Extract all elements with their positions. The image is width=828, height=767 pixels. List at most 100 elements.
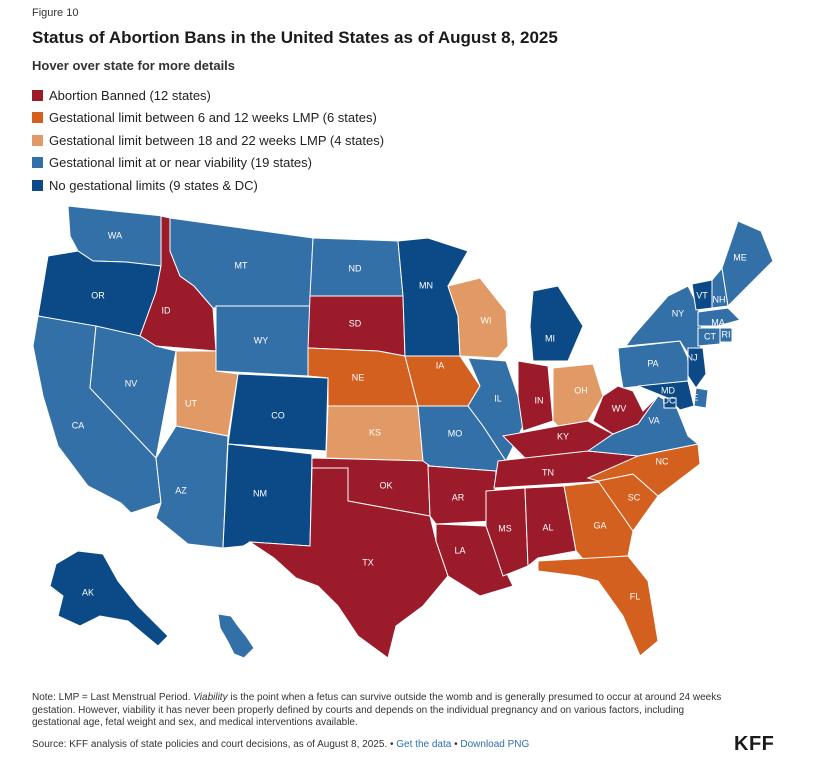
state-label-wa: WA xyxy=(108,230,122,240)
state-ri[interactable]: RI xyxy=(719,327,733,343)
legend-swatch-limit-6-12 xyxy=(32,112,43,124)
state-ct[interactable]: CT xyxy=(697,327,721,347)
state-label-nc: NC xyxy=(656,456,669,466)
download-png-link[interactable]: Download PNG xyxy=(460,739,530,750)
state-label-il: IL xyxy=(494,393,502,403)
legend-label-viability: Gestational limit at or near viability (… xyxy=(49,155,312,171)
state-shape-wi[interactable] xyxy=(447,277,509,359)
state-label-nv: NV xyxy=(125,378,138,388)
source: Source: KFF analysis of state policies a… xyxy=(32,739,529,750)
state-tx[interactable]: TX xyxy=(248,467,449,659)
state-shape-ct[interactable] xyxy=(697,327,721,347)
state-wy[interactable]: WY xyxy=(215,305,311,377)
state-label-mt: MT xyxy=(235,260,248,270)
state-label-id: ID xyxy=(162,305,172,315)
state-mi[interactable]: MI xyxy=(529,285,584,362)
state-me[interactable]: ME xyxy=(721,220,774,308)
figure-label: Figure 10 xyxy=(32,7,79,19)
legend-swatch-banned xyxy=(32,89,43,101)
state-shape-mi[interactable] xyxy=(529,285,584,362)
legend-item-limit-6-12[interactable]: Gestational limit between 6 and 12 weeks… xyxy=(32,107,384,130)
legend-item-limit-18-22[interactable]: Gestational limit between 18 and 22 week… xyxy=(32,129,384,152)
state-hi[interactable]: HI xyxy=(217,613,271,659)
state-ma[interactable]: MA xyxy=(697,307,741,327)
us-map: WA OR CA ID NV AZ UT MT WY CO NM ND SD NE KS OK TX MN IA MO… xyxy=(28,196,798,666)
state-label-ok: OK xyxy=(379,480,392,490)
note: Note: LMP = Last Menstrual Period. Viabi… xyxy=(32,692,732,730)
state-shape-me[interactable] xyxy=(721,220,774,308)
state-md[interactable]: MD xyxy=(637,380,695,411)
legend-label-limit-18-22: Gestational limit between 18 and 22 week… xyxy=(49,132,385,148)
state-shape-nm[interactable] xyxy=(222,443,313,549)
state-label-ms: MS xyxy=(498,523,512,533)
state-label-wi: WI xyxy=(481,315,492,325)
state-nj[interactable]: NJ xyxy=(687,347,707,389)
state-shape-ak[interactable] xyxy=(49,550,169,647)
state-dc[interactable]: DC xyxy=(663,395,677,409)
kff-logo: KFF xyxy=(734,733,775,755)
state-label-vt: VT xyxy=(696,290,708,300)
state-nd[interactable]: ND xyxy=(309,237,404,297)
state-label-tn: TN xyxy=(542,467,554,477)
state-label-me: ME xyxy=(733,252,747,262)
state-label-ut: UT xyxy=(185,398,197,408)
state-label-hi: HI xyxy=(262,645,271,655)
legend-label-no-limit: No gestational limits (9 states & DC) xyxy=(49,177,258,193)
legend-swatch-limit-18-22 xyxy=(32,134,43,146)
state-az[interactable]: AZ xyxy=(155,425,229,549)
state-label-az: AZ xyxy=(175,485,187,495)
note-prefix: Note: LMP = Last Menstrual Period. xyxy=(32,692,194,703)
state-label-wv: WV xyxy=(612,403,627,413)
state-label-ky: KY xyxy=(557,431,569,441)
state-shape-ar[interactable] xyxy=(427,465,497,525)
state-in[interactable]: IN xyxy=(517,360,554,432)
state-vt[interactable]: VT xyxy=(691,279,713,311)
state-co[interactable]: CO xyxy=(227,373,329,452)
get-data-link[interactable]: Get the data xyxy=(396,739,452,750)
state-shape-dc[interactable] xyxy=(663,397,677,409)
state-ia[interactable]: IA xyxy=(404,355,481,407)
us-map-svg: WA OR CA ID NV AZ UT MT WY CO NM ND SD NE KS OK TX MN IA MO… xyxy=(32,205,774,659)
state-label-ny: NY xyxy=(672,308,685,318)
state-label-mo: MO xyxy=(448,428,463,438)
state-pa[interactable]: PA xyxy=(617,340,689,389)
state-shape-tx[interactable] xyxy=(248,467,449,659)
state-shape-hi[interactable] xyxy=(217,613,255,659)
state-shape-md[interactable] xyxy=(637,380,695,411)
state-label-al: AL xyxy=(542,522,553,532)
state-shape-fl[interactable] xyxy=(537,555,659,657)
state-label-ri: RI xyxy=(722,329,731,339)
legend-item-viability[interactable]: Gestational limit at or near viability (… xyxy=(32,152,384,175)
state-label-mn: MN xyxy=(419,280,433,290)
state-ak[interactable]: AK xyxy=(49,550,169,647)
state-nm[interactable]: NM xyxy=(222,443,313,549)
state-label-ar: AR xyxy=(452,492,465,502)
state-label-pa: PA xyxy=(647,358,658,368)
state-label-nj: NJ xyxy=(687,352,698,362)
legend-item-banned[interactable]: Abortion Banned (12 states) xyxy=(32,84,384,107)
chart-subtitle: Hover over state for more details xyxy=(32,58,236,73)
state-shape-de[interactable] xyxy=(693,387,709,409)
state-label-dc: DC xyxy=(663,395,676,405)
state-shape-al[interactable] xyxy=(524,485,577,568)
state-label-nd: ND xyxy=(349,263,362,273)
source-separator: • xyxy=(451,739,461,750)
note-italic: Viability xyxy=(193,692,228,703)
state-al[interactable]: AL xyxy=(524,485,577,568)
state-fl[interactable]: FL xyxy=(537,555,659,657)
state-shape-az[interactable] xyxy=(155,425,229,549)
state-shape-ma[interactable] xyxy=(697,307,741,327)
legend-label-limit-6-12: Gestational limit between 6 and 12 weeks… xyxy=(49,110,377,126)
state-label-tx: TX xyxy=(362,557,374,567)
state-label-va: VA xyxy=(648,415,659,425)
legend-item-no-limit[interactable]: No gestational limits (9 states & DC) xyxy=(32,174,384,197)
legend-swatch-no-limit xyxy=(32,179,43,191)
state-ar[interactable]: AR xyxy=(427,465,497,525)
state-label-mi: MI xyxy=(545,333,555,343)
state-ks[interactable]: KS xyxy=(325,405,424,462)
source-text: Source: KFF analysis of state policies a… xyxy=(32,739,397,750)
state-shape-nj[interactable] xyxy=(687,347,707,389)
state-sd[interactable]: SD xyxy=(307,295,406,357)
state-shape-in[interactable] xyxy=(517,360,554,432)
state-wi[interactable]: WI xyxy=(447,277,509,359)
